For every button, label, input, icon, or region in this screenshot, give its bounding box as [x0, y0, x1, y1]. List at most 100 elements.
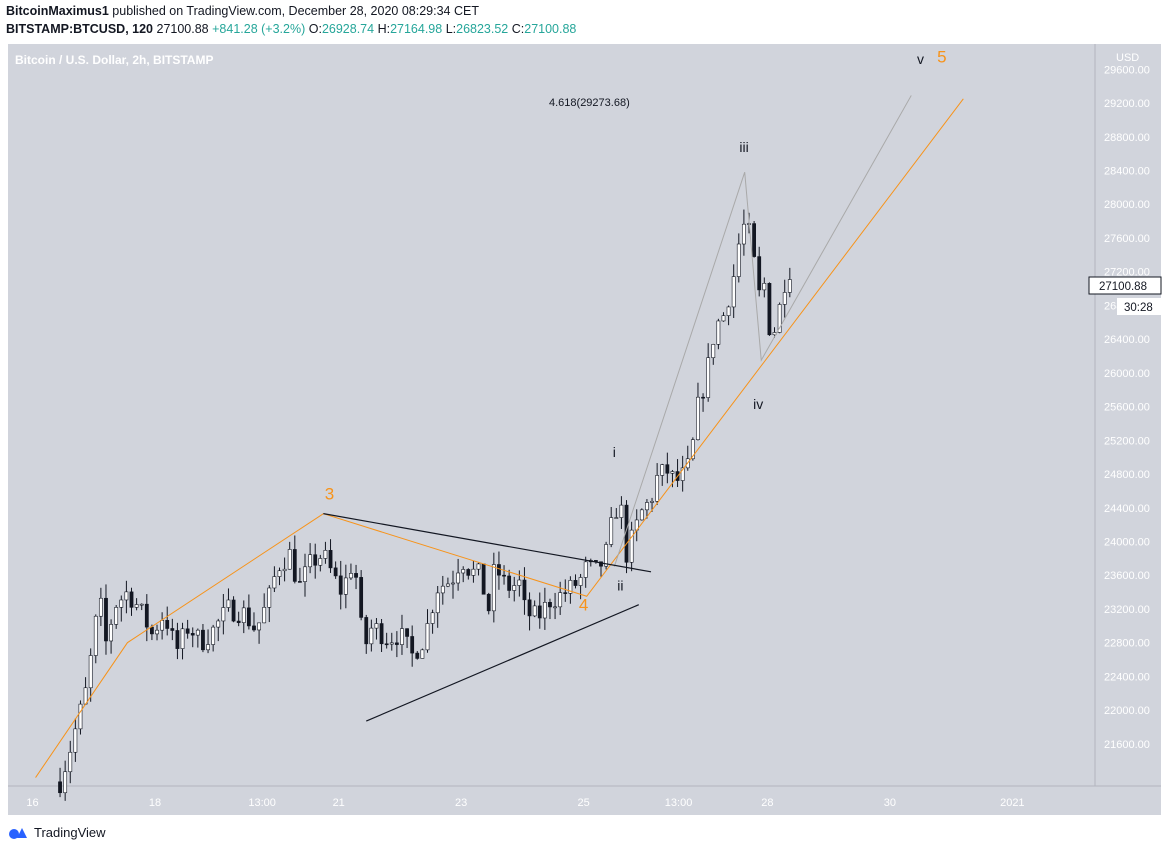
candle-body — [201, 629, 205, 651]
y-tick-label: 28400.00 — [1104, 165, 1150, 177]
candle-body — [446, 583, 450, 587]
wave-label: i — [613, 444, 616, 460]
y-tick-label: 22400.00 — [1104, 671, 1150, 683]
candle-body — [68, 751, 73, 773]
current-price-tag: 27100.88 30:28 — [1088, 276, 1162, 315]
candle-body — [114, 607, 119, 625]
candle-body — [63, 771, 68, 794]
fib-extension-label: 4.618(29273.68) — [549, 97, 630, 109]
y-tick-label: 21600.00 — [1104, 739, 1150, 751]
candle-body — [298, 581, 302, 583]
drawing-lines — [35, 95, 964, 778]
candle-body — [139, 603, 144, 606]
trend-line[interactable] — [366, 604, 640, 722]
candle-body — [236, 620, 241, 623]
candle-body — [711, 344, 716, 359]
candle-body — [466, 569, 471, 576]
wave-label: ii — [617, 577, 623, 593]
y-tick-label: 24400.00 — [1104, 503, 1150, 515]
candle-body — [400, 628, 404, 645]
candle-body — [180, 628, 185, 649]
candle-body — [599, 561, 603, 567]
candle-body — [696, 396, 700, 440]
open-value: 26928.74 — [321, 22, 375, 36]
candle-body — [650, 500, 654, 503]
candle-body — [257, 622, 261, 631]
candle-body — [190, 633, 195, 636]
y-tick-label: 23200.00 — [1104, 604, 1150, 616]
candle-body — [119, 599, 124, 608]
x-tick-label: 18 — [149, 797, 161, 809]
y-tick-label: 25600.00 — [1104, 402, 1150, 414]
y-tick-labels: 21600.00 22000.00 22400.00 22800.00 23200.00… — [1104, 64, 1150, 751]
candle-body — [318, 558, 323, 566]
candle-body — [614, 517, 619, 519]
candle-body — [420, 649, 425, 659]
candle-body — [104, 597, 108, 642]
candle-body — [461, 569, 466, 574]
candle-body — [379, 623, 384, 645]
candle-body — [231, 599, 236, 622]
candle-body — [221, 607, 226, 622]
x-tick-label: 2021 — [1000, 797, 1024, 809]
high-label: H: — [377, 22, 391, 36]
y-tick-label: 26000.00 — [1104, 368, 1150, 380]
footer-brand[interactable]: TradingView — [34, 824, 106, 840]
candle-body — [165, 620, 170, 629]
candle-body — [185, 628, 190, 634]
y-tick-label: 28800.00 — [1104, 132, 1150, 144]
ohlc-bar: BITSTAMP:BTCUSD, 120 27100.88 +841.28 (+… — [6, 22, 576, 36]
candle-body — [706, 357, 711, 398]
candle-body — [777, 304, 782, 333]
candle-body — [333, 567, 338, 577]
wave-label: iii — [739, 139, 748, 155]
author-name[interactable]: BitcoinMaximus1 — [6, 4, 109, 18]
candle-body — [553, 606, 557, 609]
orange-line[interactable] — [35, 98, 964, 778]
candle-body — [655, 475, 660, 502]
change-value: +841.28 (+3.2%) — [212, 22, 306, 36]
candle-body — [736, 243, 741, 277]
y-tick-label: 23600.00 — [1104, 570, 1150, 582]
candle-body — [394, 642, 399, 645]
trend-line[interactable] — [323, 513, 652, 573]
x-tick-label: 13:00 — [248, 797, 276, 809]
candle-body — [405, 628, 409, 637]
countdown-text: 30:28 — [1124, 302, 1153, 314]
candle-body — [129, 591, 134, 608]
candle-body — [78, 703, 83, 730]
candle-body — [787, 279, 792, 293]
candle-body — [287, 549, 292, 570]
candle-body — [338, 575, 343, 595]
candle-body — [354, 573, 358, 578]
candle-body — [384, 643, 389, 646]
grey-line[interactable] — [613, 95, 912, 567]
candle-body — [175, 630, 180, 649]
candle-body — [690, 439, 695, 460]
candle-body — [374, 623, 379, 629]
price-axis[interactable] — [1095, 44, 1161, 786]
candle-body — [476, 563, 481, 570]
candle-body — [578, 577, 583, 586]
candles — [58, 209, 792, 801]
candle-body — [762, 283, 767, 291]
candle-body — [548, 602, 552, 608]
candle-body — [160, 620, 165, 631]
x-tick-label: 13:00 — [665, 797, 693, 809]
candle-body — [527, 599, 532, 617]
plot-area[interactable] — [8, 44, 1095, 786]
candle-body — [440, 585, 445, 594]
chart-title: Bitcoin / U.S. Dollar, 2h, BITSTAMP — [15, 53, 213, 67]
wave-label: v — [917, 51, 924, 67]
high-value: 27164.98 — [390, 22, 443, 36]
candle-body — [497, 564, 501, 576]
candle-body — [517, 579, 522, 586]
candle-body — [629, 529, 634, 563]
time-axis[interactable] — [8, 786, 1161, 815]
candle-body — [502, 574, 506, 577]
symbol-label: BITSTAMP:BTCUSD, 120 — [6, 22, 154, 36]
candle-body — [206, 644, 210, 651]
candle-body — [752, 223, 757, 257]
candle-body — [563, 592, 568, 594]
